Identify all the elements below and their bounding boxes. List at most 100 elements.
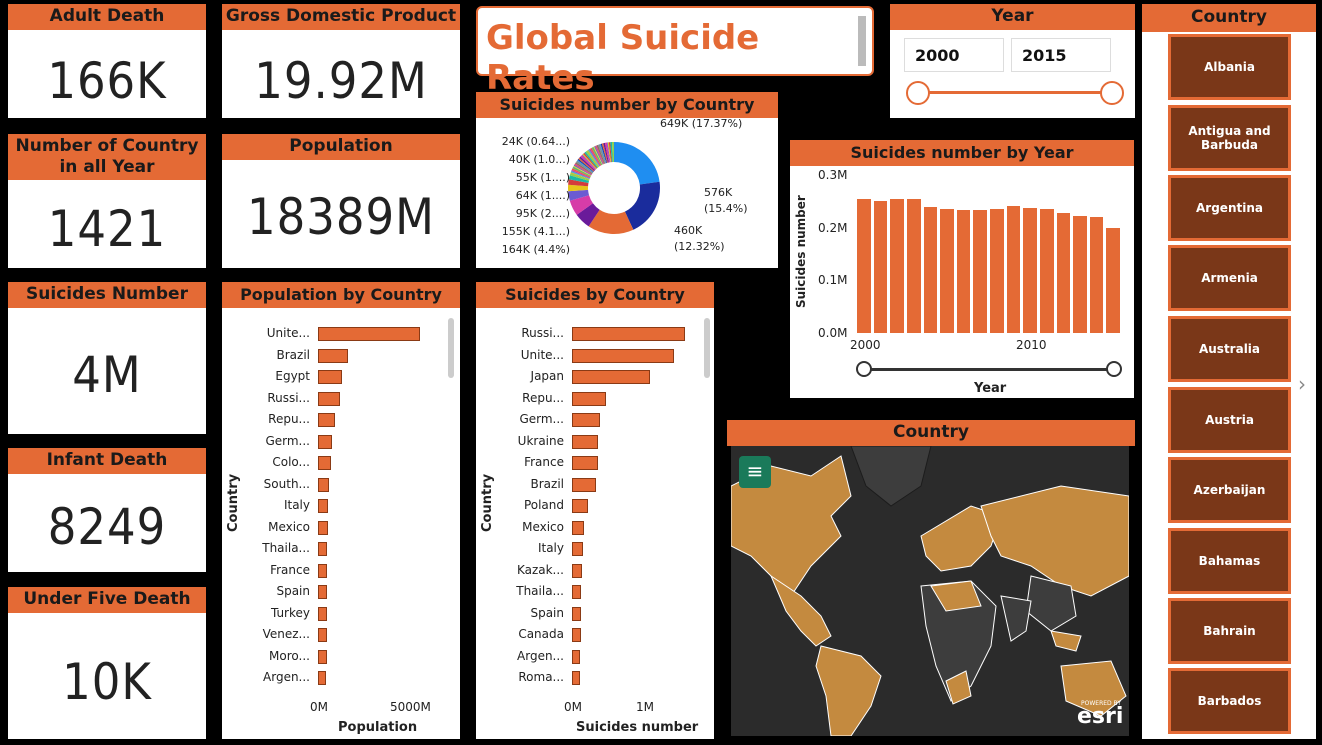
bar[interactable]: [1039, 209, 1054, 333]
bar[interactable]: [940, 209, 954, 333]
bar[interactable]: [973, 210, 987, 333]
year-range-end-handle[interactable]: [1106, 361, 1122, 377]
country-item[interactable]: Armenia: [1168, 245, 1291, 311]
bar[interactable]: [890, 198, 904, 333]
donut-slice[interactable]: [570, 171, 590, 180]
bar[interactable]: [1006, 205, 1021, 333]
donut-slice[interactable]: [575, 162, 593, 175]
donut-slice[interactable]: [588, 148, 601, 167]
bar[interactable]: [318, 671, 327, 685]
bar[interactable]: [572, 499, 588, 513]
bar[interactable]: [572, 585, 582, 599]
bar[interactable]: [318, 456, 331, 470]
bar[interactable]: [857, 198, 871, 333]
year-from-input[interactable]: 2000: [904, 38, 1004, 72]
donut-slice[interactable]: [573, 164, 592, 176]
donut-slice[interactable]: [569, 195, 593, 215]
bar[interactable]: [572, 413, 600, 427]
donut-slice[interactable]: [591, 146, 603, 166]
bar[interactable]: [572, 391, 606, 406]
country-item[interactable]: Azerbaijan: [1168, 457, 1291, 523]
donut-slice[interactable]: [574, 163, 592, 175]
donut-slice[interactable]: [583, 152, 598, 169]
country-item[interactable]: Bahamas: [1168, 528, 1291, 594]
bar[interactable]: [318, 563, 328, 578]
donut-slice[interactable]: [572, 166, 592, 177]
chart-scrollbar[interactable]: [448, 318, 454, 378]
donut-slice[interactable]: [577, 159, 594, 173]
donut-slice[interactable]: [601, 143, 608, 163]
bar[interactable]: [318, 585, 328, 599]
bar[interactable]: [318, 542, 328, 556]
next-page-chevron-icon[interactable]: ›: [1298, 372, 1306, 396]
bar[interactable]: [318, 413, 336, 427]
donut-slice[interactable]: [606, 142, 611, 163]
donut-slice[interactable]: [595, 145, 605, 165]
donut-slice[interactable]: [568, 184, 589, 192]
donut-slice[interactable]: [604, 142, 610, 163]
bar[interactable]: [1056, 212, 1071, 333]
donut-slice[interactable]: [584, 151, 598, 169]
donut-slice[interactable]: [587, 149, 600, 167]
bar[interactable]: [318, 649, 327, 664]
donut-slice[interactable]: [579, 156, 596, 171]
donut-slice[interactable]: [598, 144, 607, 164]
donut-slice[interactable]: [571, 168, 591, 178]
donut-slice[interactable]: [596, 144, 605, 164]
bar[interactable]: [906, 198, 921, 333]
bar[interactable]: [1106, 227, 1120, 333]
donut-slice[interactable]: [600, 143, 608, 164]
bar[interactable]: [923, 206, 938, 333]
donut-slice[interactable]: [569, 172, 590, 181]
bar[interactable]: [990, 209, 1004, 333]
bar[interactable]: [572, 434, 598, 449]
country-item[interactable]: Bahrain: [1168, 598, 1291, 664]
map-menu-button[interactable]: ≡: [739, 456, 771, 488]
year-range-start-handle[interactable]: [856, 361, 872, 377]
bar[interactable]: [1023, 208, 1037, 333]
bar[interactable]: [318, 348, 348, 363]
bar[interactable]: [572, 542, 584, 556]
donut-slice[interactable]: [611, 142, 614, 163]
donut-slice[interactable]: [603, 142, 609, 163]
donut-slice[interactable]: [593, 146, 603, 165]
country-item[interactable]: Argentina: [1168, 175, 1291, 241]
donut-slice[interactable]: [581, 154, 597, 170]
donut-slice[interactable]: [568, 189, 590, 201]
bar[interactable]: [572, 370, 650, 384]
donut-slice[interactable]: [571, 169, 591, 179]
bar[interactable]: [572, 520, 585, 535]
bar[interactable]: [572, 649, 580, 664]
country-item[interactable]: Antigua and Barbuda: [1168, 105, 1291, 171]
bar[interactable]: [1089, 216, 1104, 333]
bar[interactable]: [956, 210, 971, 333]
donut-slice[interactable]: [575, 160, 594, 174]
bar[interactable]: [572, 606, 582, 621]
donut-slice[interactable]: [614, 142, 660, 185]
title-scrollbar[interactable]: [858, 16, 866, 66]
donut-slice[interactable]: [573, 165, 592, 176]
bar[interactable]: [318, 628, 327, 642]
bar[interactable]: [873, 201, 888, 333]
year-to-input[interactable]: 2015: [1011, 38, 1111, 72]
donut-slice[interactable]: [585, 150, 599, 168]
donut-slice[interactable]: [576, 203, 600, 227]
bar[interactable]: [318, 434, 332, 449]
donut-slice[interactable]: [582, 153, 597, 170]
year-slider-start-handle[interactable]: [906, 81, 930, 105]
bar[interactable]: [318, 520, 329, 535]
bar[interactable]: [318, 499, 329, 513]
country-item[interactable]: Australia: [1168, 316, 1291, 382]
country-item[interactable]: Albania: [1168, 34, 1291, 100]
bar[interactable]: [318, 477, 330, 492]
donut-slice[interactable]: [568, 175, 590, 184]
donut-slice[interactable]: [588, 209, 634, 234]
donut-slice[interactable]: [624, 181, 660, 230]
bar[interactable]: [572, 456, 598, 470]
donut-slice[interactable]: [568, 179, 589, 187]
donut-slice[interactable]: [610, 142, 613, 163]
bar[interactable]: [318, 606, 328, 621]
bar[interactable]: [572, 477, 597, 492]
donut-slice[interactable]: [580, 155, 596, 171]
donut-slice[interactable]: [599, 143, 607, 164]
